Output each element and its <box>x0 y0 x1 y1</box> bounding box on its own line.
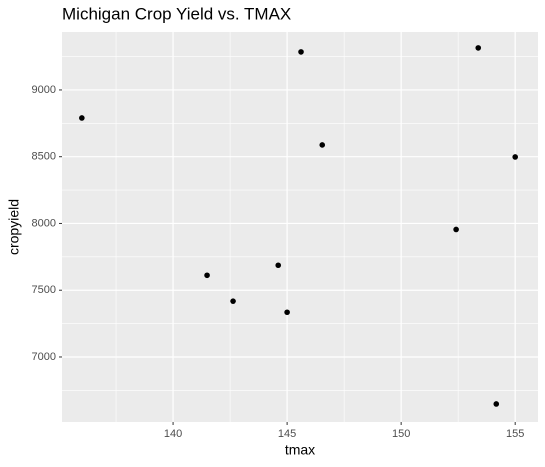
y-tick-label: 8500 <box>32 151 56 163</box>
point <box>453 226 459 233</box>
y-tick-label: 9000 <box>32 84 56 96</box>
point <box>275 262 282 269</box>
point <box>512 154 518 160</box>
point <box>204 272 210 279</box>
point <box>284 309 290 316</box>
x-tick-label: 145 <box>278 428 296 440</box>
y-tick-label: 8000 <box>32 217 56 229</box>
y-tick-label: 7500 <box>32 284 56 296</box>
x-tick-label: 155 <box>506 428 524 440</box>
y-tick-label: 7000 <box>32 351 56 363</box>
point <box>79 115 85 121</box>
x-axis-title: tmax <box>285 442 315 458</box>
point <box>298 49 304 55</box>
point <box>230 298 236 304</box>
chart-title: Michigan Crop Yield vs. TMAX <box>62 4 291 23</box>
y-axis-title: cropyield <box>6 199 22 255</box>
point <box>319 142 326 148</box>
point <box>475 45 482 51</box>
point <box>493 401 500 407</box>
x-tick-label: 150 <box>392 428 410 440</box>
x-tick-label: 140 <box>164 428 182 440</box>
